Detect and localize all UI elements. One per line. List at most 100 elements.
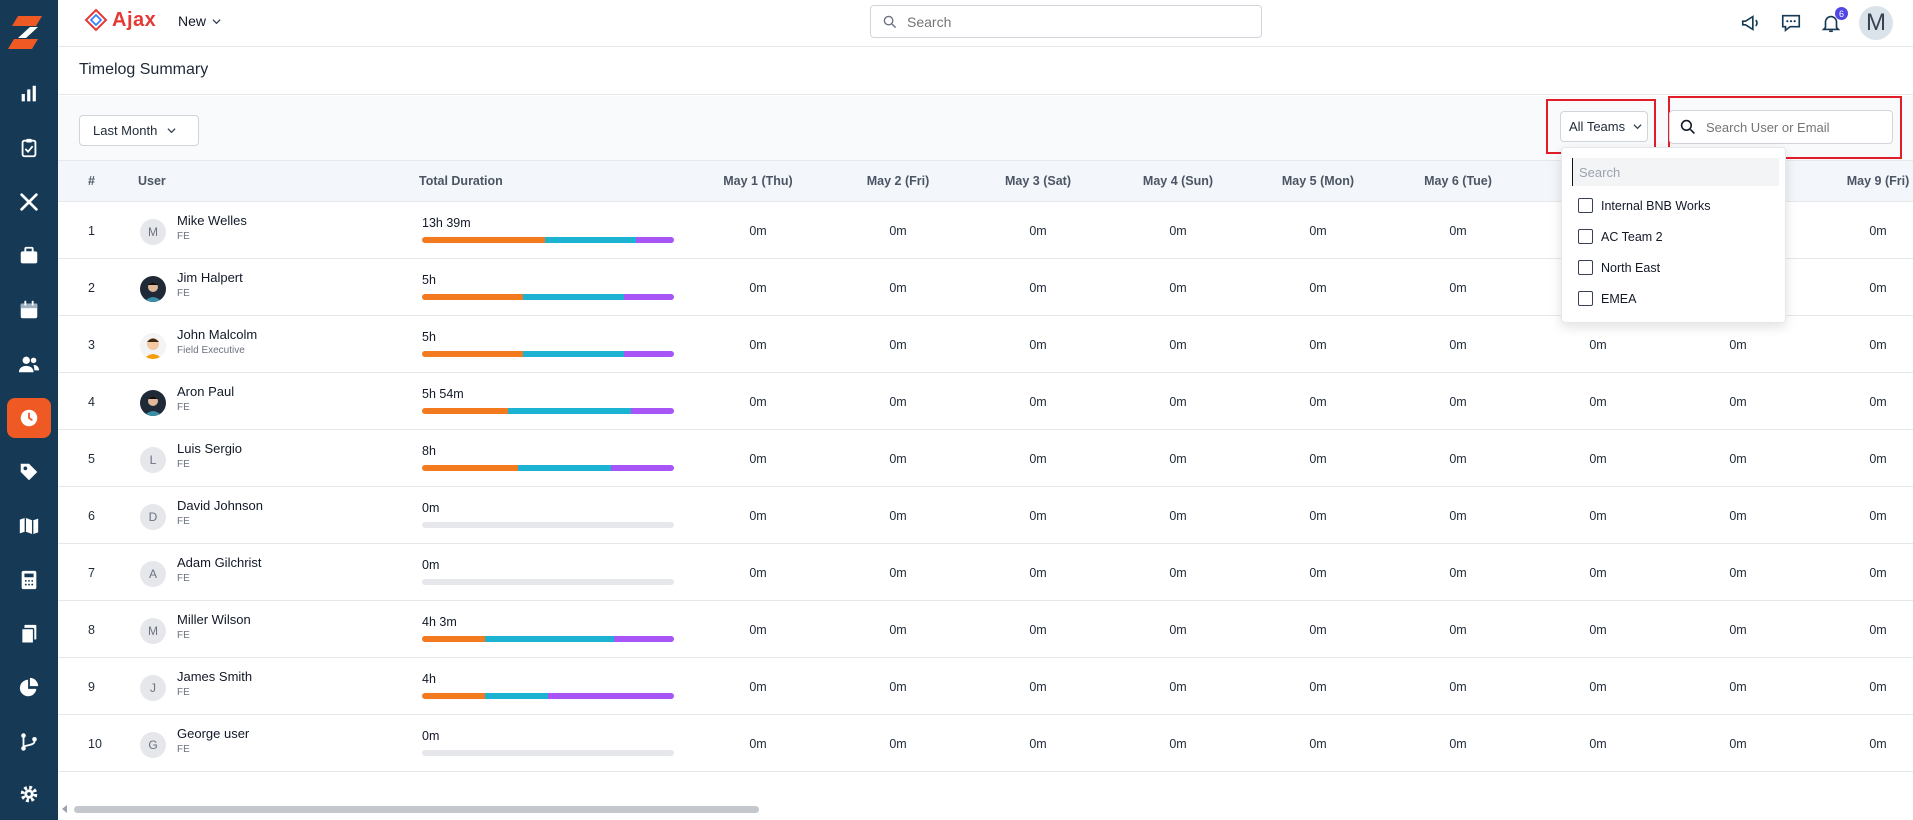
user-role: Field Executive: [177, 345, 245, 356]
megaphone-icon: [1741, 15, 1758, 31]
day-duration-cell: 0m: [749, 509, 767, 523]
global-search-input[interactable]: [907, 13, 1227, 30]
sidebar-item-analytics[interactable]: [7, 668, 51, 708]
sidebar-item-tags[interactable]: [7, 452, 51, 492]
day-duration-cell: 0m: [1589, 566, 1607, 580]
table-row[interactable]: 8 M Miller Wilson FE 4h 3m 0m 0m 0m 0m 0m 0m 0m 0m 0m: [58, 601, 1913, 658]
row-index: 2: [88, 281, 95, 295]
day-duration-cell: 0m: [1869, 509, 1887, 523]
day-duration-cell: 0m: [1729, 737, 1747, 751]
sidebar-item-users[interactable]: [7, 344, 51, 384]
duration-bar-segment: [631, 408, 674, 414]
user-name[interactable]: Jim Halpert: [177, 270, 243, 285]
scrollbar-thumb[interactable]: [74, 806, 759, 813]
day-duration-cell: 0m: [1169, 680, 1187, 694]
duration-bar-segment: [610, 465, 674, 471]
team-option-checkbox[interactable]: [1578, 229, 1593, 244]
sidebar-item-calendar[interactable]: [7, 290, 51, 330]
day-duration-cell: 0m: [1589, 395, 1607, 409]
day-duration-cell: 0m: [1729, 338, 1747, 352]
sidebar-item-jobs[interactable]: [7, 236, 51, 276]
user-name[interactable]: Adam Gilchrist: [177, 555, 262, 570]
user-name[interactable]: Miller Wilson: [177, 612, 251, 627]
period-filter-dropdown[interactable]: Last Month: [79, 115, 199, 146]
team-option-label: Internal BNB Works: [1601, 198, 1711, 213]
table-row[interactable]: 7 A Adam Gilchrist FE 0m 0m 0m 0m 0m 0m 0m 0m 0m 0m: [58, 544, 1913, 601]
user-name[interactable]: James Smith: [177, 669, 253, 684]
row-index: 8: [88, 623, 95, 637]
day-duration-cell: 0m: [1869, 395, 1887, 409]
user-name[interactable]: Mike Welles: [177, 213, 247, 228]
day-duration-cell: 0m: [1449, 623, 1467, 637]
messages-button[interactable]: [1779, 11, 1803, 35]
day-duration-cell: 0m: [889, 395, 907, 409]
user-menu-avatar[interactable]: M: [1859, 6, 1893, 40]
sidebar-item-tools[interactable]: [7, 182, 51, 222]
user-search[interactable]: [1669, 110, 1893, 144]
day-duration-cell: 0m: [749, 395, 767, 409]
notifications-button[interactable]: 6: [1819, 7, 1848, 35]
duration-bar-segment: [422, 408, 508, 414]
sidebar-item-map[interactable]: [7, 506, 51, 546]
day-duration-cell: 0m: [1029, 224, 1047, 238]
new-menu-button[interactable]: New: [178, 13, 221, 29]
period-filter-label: Last Month: [93, 123, 158, 138]
team-option[interactable]: North East: [1578, 260, 1660, 275]
duration-bar-segment: [613, 636, 674, 642]
team-option-checkbox[interactable]: [1578, 291, 1593, 306]
total-duration: 13h 39m: [422, 216, 471, 230]
teams-filter-dropdown[interactable]: All Teams: [1560, 111, 1648, 142]
user-name[interactable]: Luis Sergio: [177, 441, 243, 456]
user-search-input[interactable]: [1706, 119, 1886, 135]
table-row[interactable]: 9 J James Smith FE 4h 0m 0m 0m 0m 0m 0m 0m 0m 0m: [58, 658, 1913, 715]
announcements-button[interactable]: [1739, 11, 1763, 35]
sidebar-item-documents[interactable]: [7, 614, 51, 654]
sidebar-item-tasks[interactable]: [7, 128, 51, 168]
column-header-day: May 3 (Sat): [1005, 174, 1071, 188]
day-duration-cell: 0m: [1169, 395, 1187, 409]
app-logo-icon[interactable]: [8, 12, 48, 52]
day-duration-cell: 0m: [1729, 566, 1747, 580]
duration-bar-segment: [485, 636, 614, 642]
user-role: FE: [177, 573, 190, 584]
gear-icon: [20, 785, 38, 803]
day-duration-cell: 0m: [1029, 281, 1047, 295]
table-row[interactable]: 3 John Malcolm Field Executive 5h 0m 0m 0m 0m 0m…: [58, 316, 1913, 373]
scroll-left-arrow-icon[interactable]: [62, 805, 67, 813]
table-row[interactable]: 5 L Luis Sergio FE 8h 0m 0m 0m 0m 0m 0m 0m 0m 0m: [58, 430, 1913, 487]
team-option[interactable]: Internal BNB Works: [1578, 198, 1711, 213]
team-option-checkbox[interactable]: [1578, 198, 1593, 213]
global-search[interactable]: [870, 5, 1262, 38]
duration-bar: [422, 294, 674, 300]
day-duration-cell: 0m: [1029, 737, 1047, 751]
day-duration-cell: 0m: [749, 452, 767, 466]
duration-bar-segment: [545, 237, 637, 243]
user-name[interactable]: Aron Paul: [177, 384, 235, 399]
sidebar-item-workflow[interactable]: [7, 722, 51, 762]
table-row[interactable]: 10 G George user FE 0m 0m 0m 0m 0m 0m 0m 0m 0m 0m: [58, 715, 1913, 772]
day-duration-cell: 0m: [1449, 509, 1467, 523]
row-index: 10: [88, 737, 102, 751]
brand-logo[interactable]: Ajax: [84, 8, 156, 32]
sidebar-item-settings[interactable]: [7, 774, 51, 814]
duration-bar: [422, 237, 674, 243]
sidebar-item-reports[interactable]: [7, 74, 51, 114]
user-name[interactable]: David Johnson: [177, 498, 263, 513]
team-option[interactable]: AC Team 2: [1578, 229, 1663, 244]
user-name[interactable]: George user: [177, 726, 250, 741]
user-role: FE: [177, 516, 190, 527]
sidebar-item-timelog[interactable]: [7, 398, 51, 438]
user-name[interactable]: John Malcolm: [177, 327, 258, 342]
sidebar-item-calculator[interactable]: [7, 560, 51, 600]
day-duration-cell: 0m: [1029, 395, 1047, 409]
horizontal-scrollbar[interactable]: [62, 804, 1913, 814]
table-row[interactable]: 4 Aron Paul FE 5h 54m 0m 0m 0m 0m 0m 0m 0m 0m 0m: [58, 373, 1913, 430]
team-option-checkbox[interactable]: [1578, 260, 1593, 275]
team-option[interactable]: EMEA: [1578, 291, 1636, 306]
table-row[interactable]: 6 D David Johnson FE 0m 0m 0m 0m 0m 0m 0m 0m 0m 0m: [58, 487, 1913, 544]
day-duration-cell: 0m: [1869, 623, 1887, 637]
teams-dropdown-search[interactable]: Search: [1572, 158, 1779, 186]
user-role: FE: [177, 402, 190, 413]
duration-bar-segment: [422, 636, 485, 642]
